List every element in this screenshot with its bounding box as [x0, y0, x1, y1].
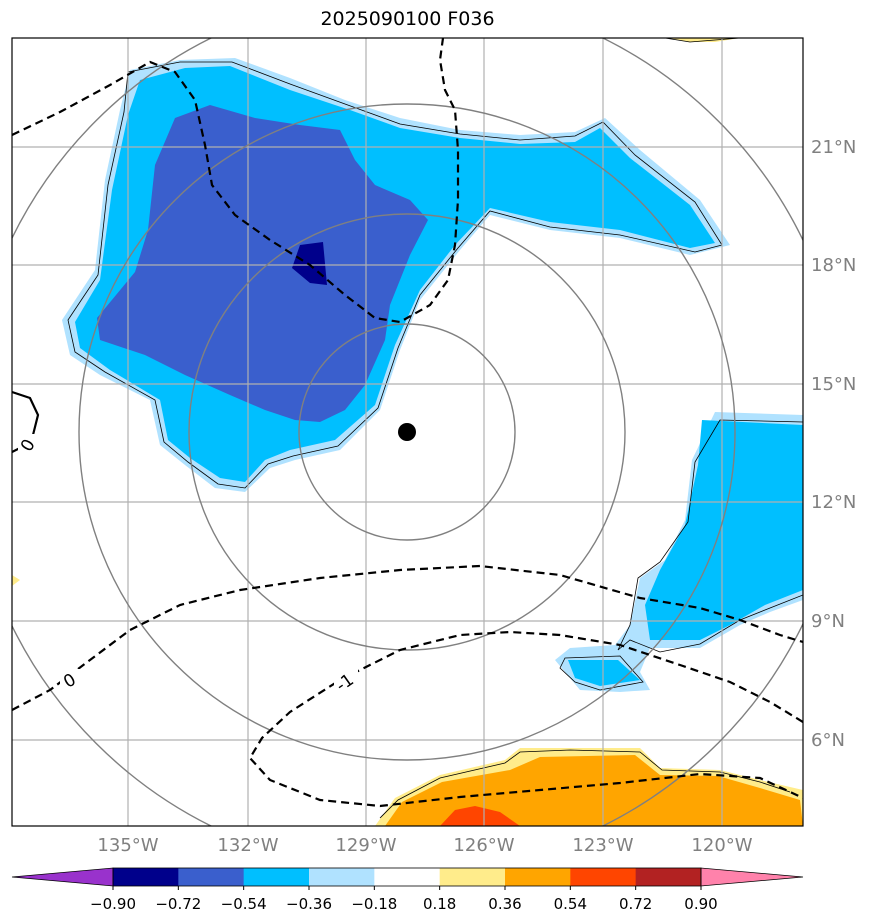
colorbar-tick-label: 0.36 [488, 895, 521, 913]
map-plot-area: 0 0 -1 [12, 38, 803, 826]
lat-label-12n: 12°N [811, 492, 856, 513]
colorbar-segment [570, 868, 637, 886]
colorbar-segment [505, 868, 571, 886]
storm-center-marker [398, 423, 416, 441]
colorbar-tick-label: −0.90 [90, 895, 136, 913]
colorbar-segment [113, 868, 179, 886]
lon-label-120w: 120°W [691, 835, 752, 856]
lat-label-9n: 9°N [811, 611, 845, 632]
colorbar-tick-label: 0.72 [619, 895, 652, 913]
colorbar-segment [439, 868, 506, 886]
lat-label-21n: 21°N [811, 137, 856, 158]
colorbar-segment [243, 868, 310, 886]
dashed-contours [12, 38, 803, 808]
colorbar: −0.90 −0.72 −0.54 −0.36 −0.18 0.18 0.36 0.54 0.7… [11, 867, 804, 913]
colorbar-extend-high [701, 868, 803, 886]
colorbar-tick-label: −0.54 [221, 895, 267, 913]
colorbar-segment [178, 868, 245, 886]
lat-label-6n: 6°N [811, 730, 845, 751]
colorbar-segment [374, 868, 441, 886]
lon-label-123w: 123°W [572, 835, 633, 856]
longitude-labels: 135°W 132°W 129°W 126°W 123°W 120°W [97, 835, 752, 856]
lon-label-126w: 126°W [453, 835, 514, 856]
colorbar-tick-label: −0.72 [155, 895, 201, 913]
colorbar-tick-label: −0.36 [286, 895, 332, 913]
colorbar-segment [309, 868, 375, 886]
colorbar-tick-label: 0.18 [423, 895, 456, 913]
lon-label-129w: 129°W [335, 835, 396, 856]
colorbar-segment [635, 868, 702, 886]
negative-anomaly-region-east [555, 412, 803, 692]
positive-anomaly-region-south [12, 38, 803, 826]
lat-label-15n: 15°N [811, 374, 856, 395]
lon-label-132w: 132°W [217, 835, 278, 856]
lat-label-18n: 18°N [811, 255, 856, 276]
colorbar-tick-label: −0.18 [351, 895, 397, 913]
map-frame [11, 37, 804, 827]
lon-label-135w: 135°W [97, 835, 158, 856]
distance-rings [12, 38, 803, 826]
colorbar-extend-low [12, 868, 113, 886]
colorbar-segments [12, 868, 803, 886]
map-title: 2025090100 F036 [320, 8, 495, 30]
latitude-labels: 21°N 18°N 15°N 12°N 9°N 6°N [811, 137, 856, 751]
colorbar-tick-label: 0.54 [554, 895, 587, 913]
colorbar-tick-labels: −0.90 −0.72 −0.54 −0.36 −0.18 0.18 0.36 0.54 0.7… [90, 886, 718, 913]
colorbar-tick-label: 0.90 [684, 895, 717, 913]
